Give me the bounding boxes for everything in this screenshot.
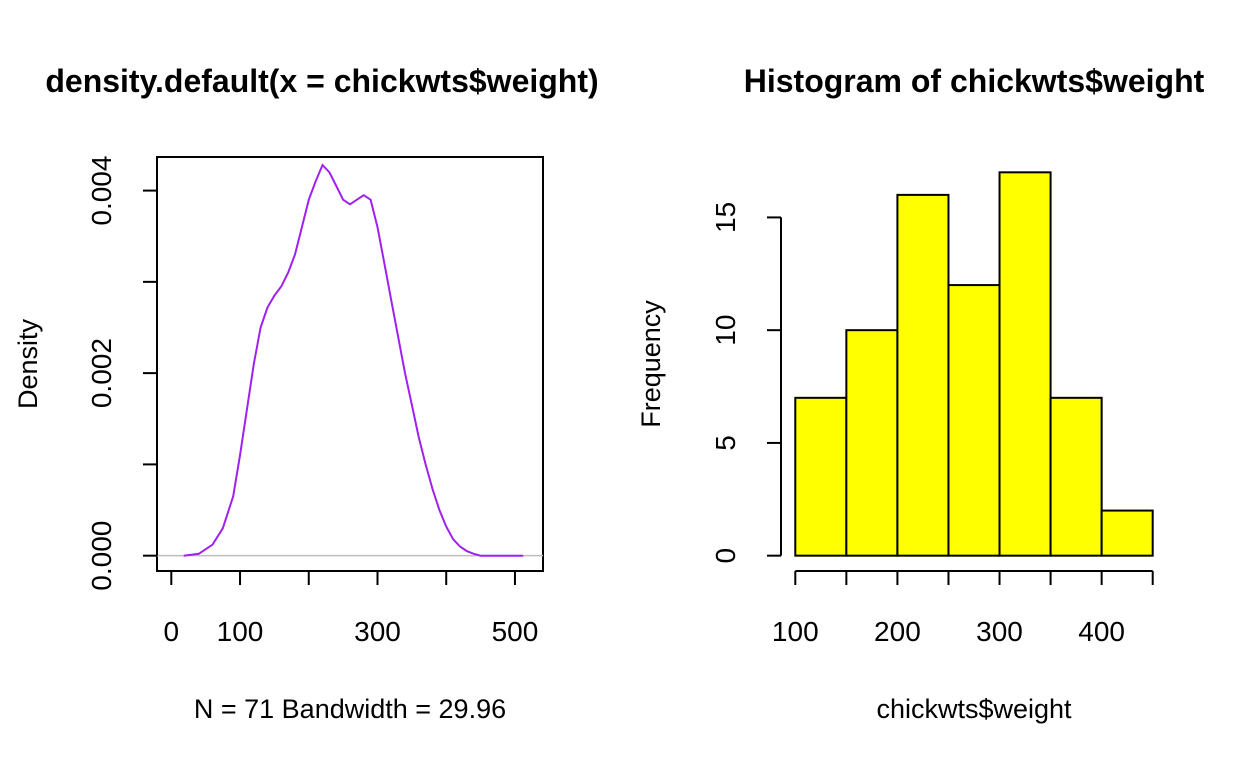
- density-x-tick-label: 0: [164, 616, 180, 647]
- density-y-label: Density: [13, 318, 43, 409]
- histogram-x-label: chickwts$weight: [876, 694, 1072, 724]
- histogram-x-axis: 100 200 300 400: [772, 570, 1154, 647]
- density-y-tick-label: 0.002: [86, 338, 117, 408]
- density-title: density.default(x = chickwts$weight): [45, 63, 598, 99]
- histogram-y-axis: 0 5 10 15: [710, 202, 782, 564]
- density-x-axis: 0 100 300 500: [164, 570, 539, 647]
- histogram-panel: Histogram of chickwts$weight 100 200 300 40…: [636, 63, 1205, 724]
- histogram-bar: [947, 284, 1001, 557]
- density-y-axis: 0.000 0.002 0.004: [86, 156, 158, 591]
- density-curve: [183, 163, 524, 557]
- histogram-y-tick-label: 10: [710, 315, 741, 346]
- histogram-bars: [794, 171, 1154, 557]
- histogram-title: Histogram of chickwts$weight: [744, 63, 1205, 99]
- density-x-tick-label: 300: [354, 616, 401, 647]
- histogram-y-label: Frequency: [636, 300, 666, 428]
- histogram-bar: [998, 171, 1052, 557]
- density-x-tick-label: 500: [492, 616, 539, 647]
- histogram-x-tick-label: 100: [772, 616, 819, 647]
- density-x-label: N = 71 Bandwidth = 29.96: [194, 694, 506, 724]
- histogram-y-tick-label: 15: [710, 202, 741, 233]
- histogram-y-tick-label: 5: [710, 435, 741, 451]
- density-y-tick-label: 0.000: [86, 521, 117, 591]
- density-y-tick-label: 0.004: [86, 156, 117, 226]
- histogram-bar: [845, 329, 899, 557]
- histogram-bar: [1100, 509, 1154, 557]
- histogram-x-tick-label: 200: [874, 616, 921, 647]
- density-panel: density.default(x = chickwts$weight) 0 10…: [13, 63, 599, 724]
- histogram-bar: [896, 193, 950, 557]
- histogram-x-tick-label: 300: [976, 616, 1023, 647]
- density-x-tick-label: 100: [217, 616, 264, 647]
- histogram-x-tick-label: 400: [1078, 616, 1125, 647]
- density-plot-frame: [156, 156, 544, 572]
- histogram-bar: [1049, 396, 1103, 557]
- histogram-y-tick-label: 0: [710, 548, 741, 564]
- histogram-bar: [794, 396, 848, 557]
